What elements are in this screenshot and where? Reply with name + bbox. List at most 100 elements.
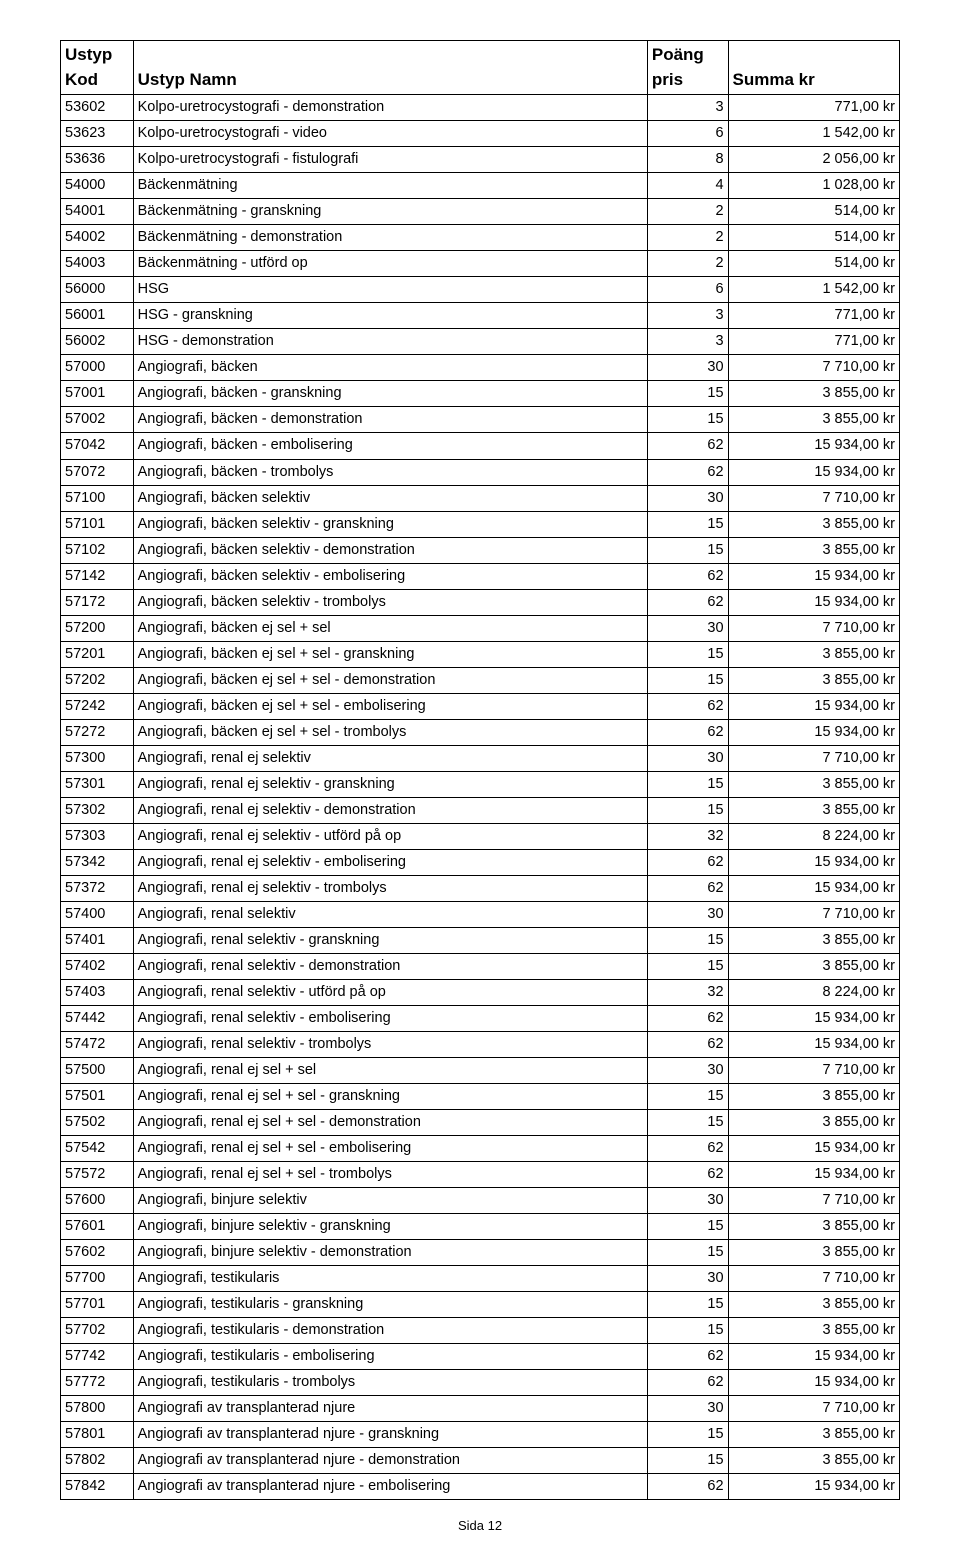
cell-poang: 32 [647, 823, 728, 849]
cell-summa: 3 855,00 kr [728, 1213, 899, 1239]
cell-summa: 3 855,00 kr [728, 537, 899, 563]
cell-summa: 1 028,00 kr [728, 173, 899, 199]
cell-namn: Angiografi, binjure selektiv - demonstra… [133, 1239, 647, 1265]
cell-namn: Angiografi, bäcken - demonstration [133, 407, 647, 433]
cell-kod: 56000 [61, 277, 134, 303]
cell-kod: 57772 [61, 1370, 134, 1396]
cell-poang: 62 [647, 1005, 728, 1031]
cell-namn: Angiografi, renal ej selektiv - granskni… [133, 771, 647, 797]
table-row: 57401Angiografi, renal selektiv - gransk… [61, 927, 900, 953]
header-kod: Ustyp Kod [61, 41, 134, 95]
cell-poang: 15 [647, 1239, 728, 1265]
table-row: 57601Angiografi, binjure selektiv - gran… [61, 1213, 900, 1239]
table-row: 57602Angiografi, binjure selektiv - demo… [61, 1239, 900, 1265]
cell-kod: 57200 [61, 615, 134, 641]
cell-namn: Angiografi, renal ej selektiv - demonstr… [133, 797, 647, 823]
cell-summa: 7 710,00 kr [728, 1396, 899, 1422]
table-row: 57702Angiografi, testikularis - demonstr… [61, 1318, 900, 1344]
cell-poang: 15 [647, 1318, 728, 1344]
cell-summa: 15 934,00 kr [728, 693, 899, 719]
cell-poang: 15 [647, 927, 728, 953]
cell-summa: 3 855,00 kr [728, 1318, 899, 1344]
table-row: 57802Angiografi av transplanterad njure … [61, 1448, 900, 1474]
cell-namn: Bäckenmätning - demonstration [133, 225, 647, 251]
table-row: 57701Angiografi, testikularis - granskni… [61, 1292, 900, 1318]
cell-poang: 15 [647, 953, 728, 979]
table-row: 57000Angiografi, bäcken307 710,00 kr [61, 355, 900, 381]
cell-namn: Angiografi, bäcken - granskning [133, 381, 647, 407]
page-footer: Sida 12 [60, 1518, 900, 1533]
cell-poang: 30 [647, 901, 728, 927]
cell-kod: 57100 [61, 485, 134, 511]
cell-poang: 62 [647, 459, 728, 485]
cell-poang: 15 [647, 1422, 728, 1448]
cell-kod: 57842 [61, 1474, 134, 1500]
cell-poang: 2 [647, 199, 728, 225]
cell-summa: 514,00 kr [728, 199, 899, 225]
header-poang-line2: pris [652, 70, 683, 89]
cell-summa: 3 855,00 kr [728, 927, 899, 953]
table-row: 57202Angiografi, bäcken ej sel + sel - d… [61, 667, 900, 693]
cell-summa: 15 934,00 kr [728, 1031, 899, 1057]
cell-kod: 57501 [61, 1083, 134, 1109]
cell-namn: Angiografi, bäcken ej sel + sel - gransk… [133, 641, 647, 667]
cell-namn: Angiografi, bäcken ej sel + sel [133, 615, 647, 641]
cell-poang: 30 [647, 485, 728, 511]
cell-summa: 15 934,00 kr [728, 1344, 899, 1370]
cell-poang: 30 [647, 615, 728, 641]
cell-summa: 7 710,00 kr [728, 615, 899, 641]
cell-namn: Angiografi, bäcken selektiv - trombolys [133, 589, 647, 615]
cell-kod: 54002 [61, 225, 134, 251]
cell-kod: 57403 [61, 979, 134, 1005]
cell-namn: Angiografi, testikularis - embolisering [133, 1344, 647, 1370]
cell-summa: 15 934,00 kr [728, 1161, 899, 1187]
table-row: 57142Angiografi, bäcken selektiv - embol… [61, 563, 900, 589]
cell-namn: HSG - granskning [133, 303, 647, 329]
cell-poang: 15 [647, 511, 728, 537]
cell-poang: 62 [647, 1474, 728, 1500]
cell-summa: 3 855,00 kr [728, 797, 899, 823]
cell-summa: 15 934,00 kr [728, 719, 899, 745]
cell-poang: 15 [647, 1213, 728, 1239]
cell-summa: 7 710,00 kr [728, 355, 899, 381]
table-row: 57442Angiografi, renal selektiv - emboli… [61, 1005, 900, 1031]
table-row: 54002Bäckenmätning - demonstration2514,0… [61, 225, 900, 251]
table-row: 57400Angiografi, renal selektiv307 710,0… [61, 901, 900, 927]
cell-summa: 1 542,00 kr [728, 121, 899, 147]
cell-namn: Bäckenmätning - granskning [133, 199, 647, 225]
cell-namn: Angiografi av transplanterad njure [133, 1396, 647, 1422]
cell-kod: 57502 [61, 1109, 134, 1135]
cell-kod: 57342 [61, 849, 134, 875]
cell-poang: 30 [647, 745, 728, 771]
table-row: 54001Bäckenmätning - granskning2514,00 k… [61, 199, 900, 225]
cell-kod: 57072 [61, 459, 134, 485]
cell-summa: 15 934,00 kr [728, 1005, 899, 1031]
cell-kod: 57001 [61, 381, 134, 407]
table-row: 57502Angiografi, renal ej sel + sel - de… [61, 1109, 900, 1135]
cell-kod: 53636 [61, 147, 134, 173]
cell-kod: 57472 [61, 1031, 134, 1057]
cell-summa: 3 855,00 kr [728, 1422, 899, 1448]
cell-kod: 57702 [61, 1318, 134, 1344]
cell-namn: Angiografi av transplanterad njure - dem… [133, 1448, 647, 1474]
cell-namn: Angiografi, bäcken selektiv - granskning [133, 511, 647, 537]
cell-summa: 7 710,00 kr [728, 1187, 899, 1213]
cell-namn: Angiografi av transplanterad njure - gra… [133, 1422, 647, 1448]
cell-poang: 15 [647, 381, 728, 407]
cell-namn: Angiografi, renal ej sel + sel [133, 1057, 647, 1083]
cell-kod: 53602 [61, 95, 134, 121]
page-container: Ustyp Kod Ustyp Namn Poäng pris Summa kr… [0, 0, 960, 1563]
cell-kod: 56002 [61, 329, 134, 355]
cell-poang: 2 [647, 225, 728, 251]
cell-summa: 3 855,00 kr [728, 667, 899, 693]
table-row: 57700Angiografi, testikularis307 710,00 … [61, 1265, 900, 1291]
cell-summa: 3 855,00 kr [728, 381, 899, 407]
cell-summa: 15 934,00 kr [728, 1370, 899, 1396]
table-row: 57300Angiografi, renal ej selektiv307 71… [61, 745, 900, 771]
cell-namn: Angiografi, testikularis - demonstration [133, 1318, 647, 1344]
cell-namn: Angiografi, bäcken selektiv [133, 485, 647, 511]
table-row: 57102Angiografi, bäcken selektiv - demon… [61, 537, 900, 563]
cell-namn: Angiografi, bäcken [133, 355, 647, 381]
cell-namn: Bäckenmätning [133, 173, 647, 199]
cell-summa: 7 710,00 kr [728, 1265, 899, 1291]
